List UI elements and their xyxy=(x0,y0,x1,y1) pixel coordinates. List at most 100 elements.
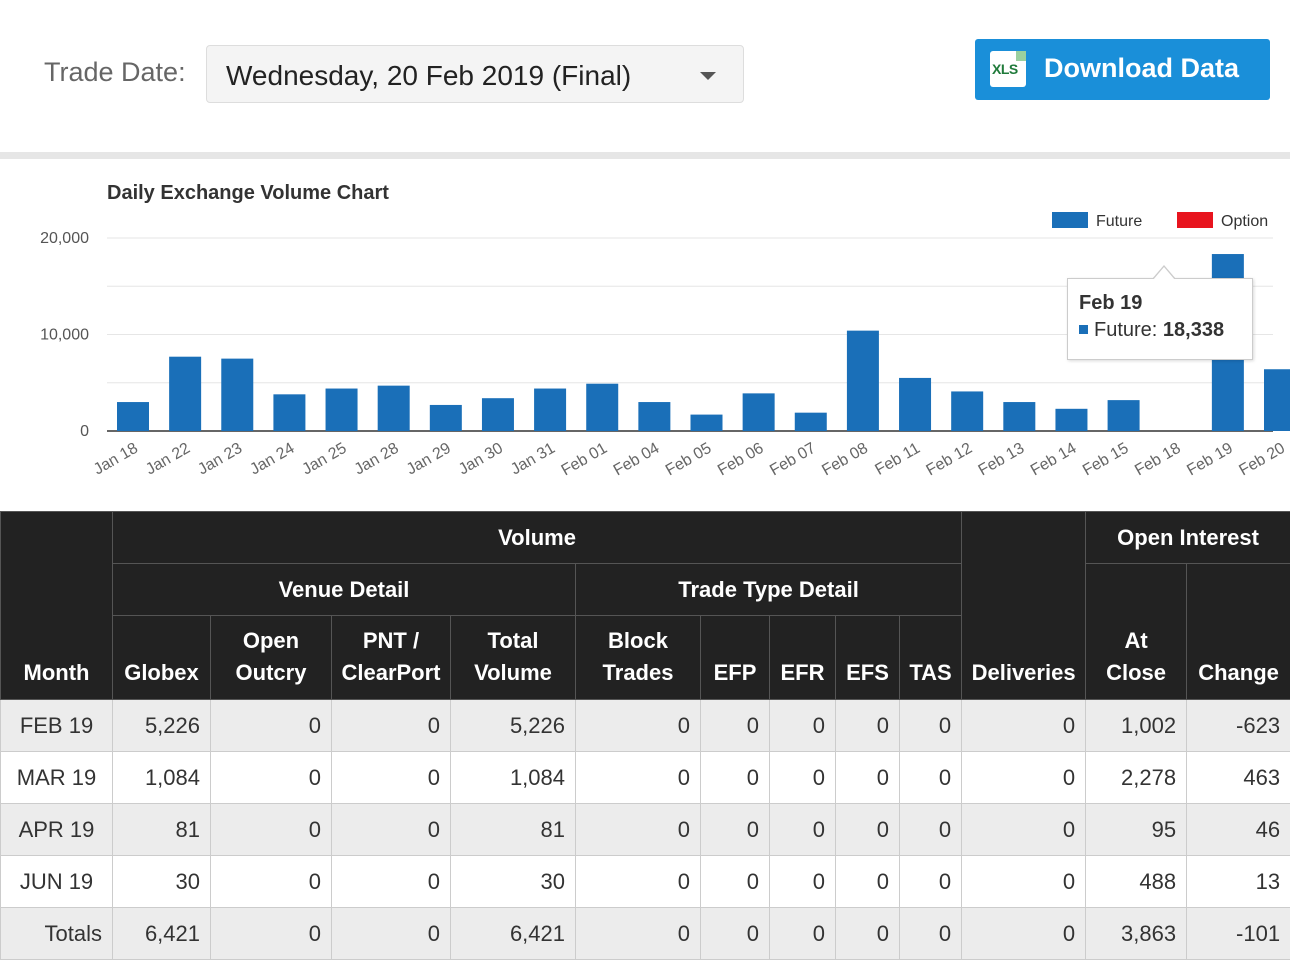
x-tick-label: Feb 15 xyxy=(1080,440,1132,480)
x-tick-label: Feb 12 xyxy=(924,440,976,480)
col-efs: EFS xyxy=(835,615,900,700)
volume-table-container: Month Volume Deliveries Open Interest Ve… xyxy=(0,511,1290,960)
x-tick-label: Jan 30 xyxy=(456,440,506,479)
tooltip-series-dot xyxy=(1079,325,1088,334)
col-group-trade-type-detail: Trade Type Detail xyxy=(574,563,963,616)
cell-globex: 5,226 xyxy=(112,699,211,752)
col-total-volume: Total Volume xyxy=(450,615,576,700)
cell-tas: 0 xyxy=(898,907,963,960)
tooltip-series-label: Future: xyxy=(1094,319,1163,341)
cell-pnt: 0 xyxy=(331,803,451,856)
cell-open-outcry: 0 xyxy=(210,803,332,856)
cell-change: -623 xyxy=(1186,699,1290,752)
bar-future xyxy=(742,393,775,431)
download-data-button[interactable]: XLS Download Data xyxy=(975,39,1270,100)
cell-globex: 1,084 xyxy=(112,751,211,804)
cell-efr: 0 xyxy=(769,803,836,856)
cell-efs: 0 xyxy=(835,855,900,908)
x-tick-label: Feb 05 xyxy=(663,440,715,480)
cell-tas: 0 xyxy=(898,751,963,804)
cell-pnt: 0 xyxy=(331,751,451,804)
table-row: MAR 19 1,084 0 0 1,084 0 0 0 0 0 0 2,278 463 xyxy=(0,751,1290,804)
cell-change: 13 xyxy=(1186,855,1290,908)
col-pnt-clearport: PNT / ClearPort xyxy=(331,615,451,700)
bar-future xyxy=(794,412,827,431)
cell-total: 5,226 xyxy=(450,699,576,752)
y-tick-label: 20,000 xyxy=(40,230,89,247)
x-tick-label: Feb 13 xyxy=(976,440,1028,480)
cell-efr: 0 xyxy=(769,751,836,804)
x-tick-label: Feb 01 xyxy=(559,440,611,480)
col-globex: Globex xyxy=(112,615,211,700)
cell-pnt: 0 xyxy=(331,699,451,752)
x-tick-label: Jan 24 xyxy=(247,440,297,479)
cell-efp: 0 xyxy=(700,751,770,804)
cell-month: FEB 19 xyxy=(0,699,113,752)
cell-change: -101 xyxy=(1186,907,1290,960)
cell-deliveries: 0 xyxy=(961,751,1087,804)
bar-future xyxy=(951,391,984,431)
table-row: FEB 19 5,226 0 0 5,226 0 0 0 0 0 0 1,002 -623 xyxy=(0,699,1290,752)
cell-efs: 0 xyxy=(835,699,900,752)
x-tick-label: Feb 14 xyxy=(1028,440,1080,480)
y-tick-label: 0 xyxy=(80,423,89,440)
bar-future xyxy=(899,377,932,431)
cell-deliveries: 0 xyxy=(961,803,1087,856)
cell-deliveries: 0 xyxy=(961,699,1087,752)
cell-efp: 0 xyxy=(700,803,770,856)
table-row: JUN 19 30 0 0 30 0 0 0 0 0 0 488 13 xyxy=(0,855,1290,908)
legend-item-option[interactable]: Option xyxy=(1177,212,1268,231)
x-tick-label: Jan 31 xyxy=(508,440,558,479)
bar-future xyxy=(377,385,410,431)
bar-future xyxy=(221,358,254,431)
volume-table: Month Volume Deliveries Open Interest Ve… xyxy=(0,511,1290,960)
tooltip-value-row: Future: 18,338 xyxy=(1079,319,1224,342)
legend-label-future: Future xyxy=(1096,213,1143,230)
bar-future xyxy=(1055,408,1088,431)
cell-block: 0 xyxy=(575,699,701,752)
bar-future xyxy=(429,404,462,431)
col-group-venue-detail: Venue Detail xyxy=(112,563,576,616)
cell-open-outcry: 0 xyxy=(210,751,332,804)
cell-efr: 0 xyxy=(769,699,836,752)
cell-at-close: 2,278 xyxy=(1085,751,1188,804)
cell-open-outcry: 0 xyxy=(210,699,332,752)
x-tick-label: Jan 29 xyxy=(404,440,454,479)
cell-month: MAR 19 xyxy=(0,751,113,804)
cell-deliveries: 0 xyxy=(961,907,1087,960)
cell-block: 0 xyxy=(575,751,701,804)
col-month: Month xyxy=(0,511,113,700)
cell-at-close: 488 xyxy=(1085,855,1188,908)
cell-total: 81 xyxy=(450,803,576,856)
tooltip-title: Feb 19 xyxy=(1079,292,1143,314)
bar-future xyxy=(638,402,671,431)
section-divider xyxy=(0,152,1290,159)
cell-globex: 6,421 xyxy=(112,907,211,960)
col-open-outcry: Open Outcry xyxy=(210,615,332,700)
legend-swatch-option xyxy=(1177,212,1213,228)
x-tick-label: Jan 28 xyxy=(352,440,402,479)
cell-efp: 0 xyxy=(700,855,770,908)
x-tick-label: Feb 07 xyxy=(767,440,819,480)
col-tas: TAS xyxy=(898,615,963,700)
cell-efs: 0 xyxy=(835,907,900,960)
col-at-close: At Close xyxy=(1085,563,1188,700)
volume-chart: Daily Exchange Volume Chart Future Optio… xyxy=(0,160,1290,510)
bar-future xyxy=(846,330,879,431)
chart-title: Daily Exchange Volume Chart xyxy=(107,182,389,204)
cell-block: 0 xyxy=(575,907,701,960)
table-body: FEB 19 5,226 0 0 5,226 0 0 0 0 0 0 1,002 -623 MAR 19 1… xyxy=(0,699,1290,960)
x-tick-label: Jan 23 xyxy=(195,440,245,479)
x-tick-label: Jan 22 xyxy=(143,440,193,479)
trade-date-select[interactable]: Wednesday, 20 Feb 2019 (Final) xyxy=(206,45,744,103)
cell-globex: 30 xyxy=(112,855,211,908)
legend-item-future[interactable]: Future xyxy=(1052,212,1142,231)
bar-future xyxy=(586,383,619,431)
cell-pnt: 0 xyxy=(331,907,451,960)
col-efp: EFP xyxy=(700,615,770,700)
col-group-volume: Volume xyxy=(111,511,963,564)
bar-future xyxy=(1264,369,1290,431)
cell-deliveries: 0 xyxy=(961,855,1087,908)
cell-tas: 0 xyxy=(898,699,963,752)
cell-open-outcry: 0 xyxy=(210,855,332,908)
